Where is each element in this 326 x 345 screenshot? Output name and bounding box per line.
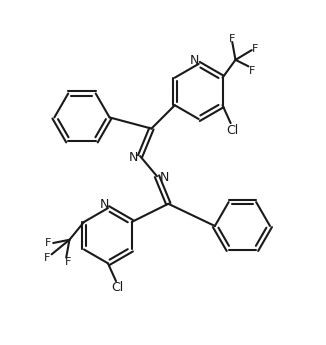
- Text: F: F: [44, 253, 50, 263]
- Text: N: N: [190, 54, 200, 67]
- Text: Cl: Cl: [226, 124, 238, 137]
- Text: F: F: [65, 257, 71, 267]
- Text: N: N: [128, 151, 138, 164]
- Text: F: F: [252, 43, 258, 53]
- Text: Cl: Cl: [111, 281, 124, 294]
- Text: N: N: [99, 198, 109, 211]
- Text: F: F: [248, 66, 255, 76]
- Text: N: N: [159, 171, 169, 184]
- Text: F: F: [45, 238, 52, 248]
- Text: F: F: [229, 34, 235, 44]
